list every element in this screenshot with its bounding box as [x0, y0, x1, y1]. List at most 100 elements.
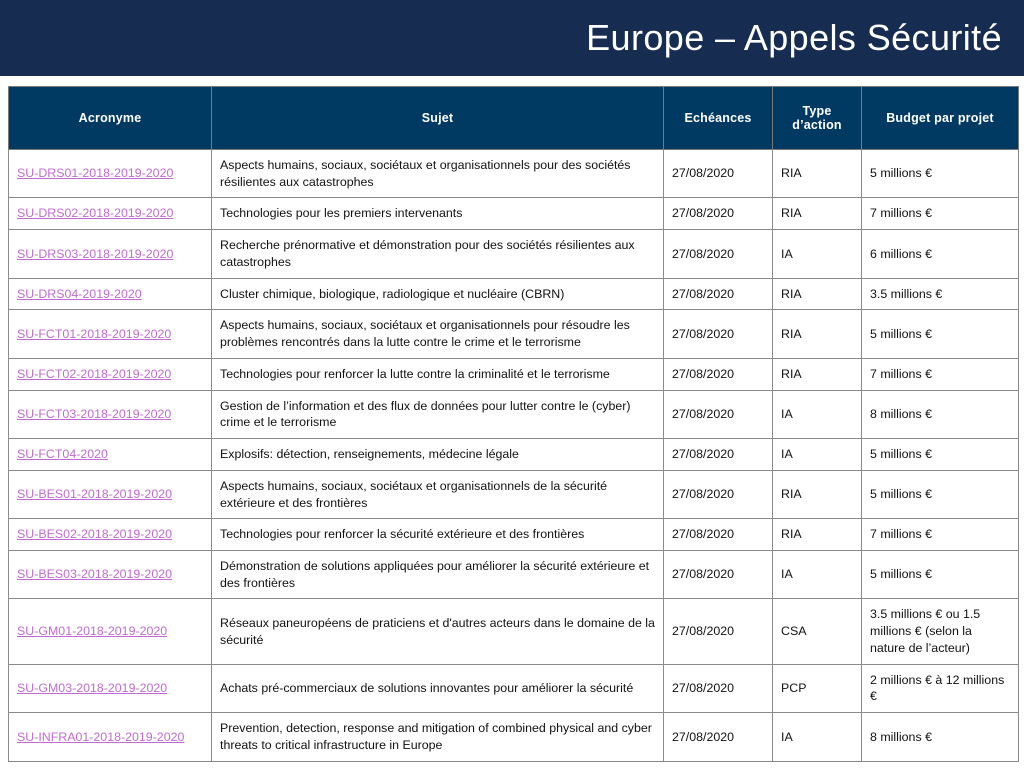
cell-deadline: 27/08/2020 [663, 438, 773, 471]
acronym-link[interactable]: SU-DRS02-2018-2019-2020 [17, 206, 174, 221]
acronym-link[interactable]: SU-GM03-2018-2019-2020 [17, 681, 168, 696]
calls-table: Acronyme Sujet Echéances Type d’action B… [8, 86, 1019, 762]
table-row: SU-BES01-2018-2019-2020 Aspects humains, … [8, 469, 1019, 520]
slide-title-banner: Europe – Appels Sécurité [0, 0, 1024, 76]
cell-budget: 2 millions € à 12 millions € [861, 663, 1019, 714]
cell-budget: 3.5 millions € ou 1.5 millions € (selon … [861, 598, 1019, 665]
cell-action-type: RIA [772, 148, 862, 199]
cell-acronym: SU-BES01-2018-2019-2020 [8, 469, 212, 520]
cell-subject: Recherche prénormative et démonstration … [211, 229, 664, 279]
cell-subject: Technologies pour les premiers intervena… [211, 197, 664, 231]
cell-acronym: SU-FCT04-2020 [8, 438, 212, 471]
acronym-link[interactable]: SU-BES03-2018-2019-2020 [17, 567, 172, 582]
acronym-link[interactable]: SU-FCT02-2018-2019-2020 [17, 366, 172, 381]
cell-deadline: 27/08/2020 [663, 598, 773, 665]
cell-deadline: 27/08/2020 [663, 148, 773, 199]
table-row: SU-BES02-2018-2019-2020 Technologies pour… [8, 518, 1019, 552]
cell-deadline: 27/08/2020 [663, 518, 773, 552]
cell-budget: 7 millions € [861, 357, 1019, 391]
page-title: Europe – Appels Sécurité [586, 17, 1002, 58]
cell-subject: Technologies pour renforcer la lutte con… [211, 357, 664, 391]
cell-subject: Réseaux paneuropéens de praticiens et d'… [211, 598, 664, 665]
cell-budget: 3.5 millions € [861, 277, 1019, 311]
cell-action-type: RIA [772, 277, 862, 311]
acronym-link[interactable]: SU-GM01-2018-2019-2020 [17, 624, 168, 639]
table-row: SU-GM03-2018-2019-2020 Achats pré-commerc… [8, 663, 1019, 714]
acronym-link[interactable]: SU-BES02-2018-2019-2020 [17, 527, 172, 542]
cell-budget: 8 millions € [861, 712, 1019, 762]
acronym-link[interactable]: SU-DRS04-2019-2020 [17, 286, 142, 301]
acronym-link[interactable]: SU-BES01-2018-2019-2020 [17, 487, 172, 502]
cell-budget: 6 millions € [861, 229, 1019, 279]
cell-subject: Aspects humains, sociaux, sociétaux et o… [211, 309, 664, 359]
column-header-budget: Budget par projet [861, 86, 1019, 150]
table-row: SU-INFRA01-2018-2019-2020 Prevention, det… [8, 712, 1019, 762]
acronym-link[interactable]: SU-DRS03-2018-2019-2020 [17, 246, 174, 261]
cell-deadline: 27/08/2020 [663, 229, 773, 279]
column-header-type-action: Type d’action [772, 86, 862, 150]
cell-action-type: RIA [772, 469, 862, 520]
cell-action-type: IA [772, 229, 862, 279]
cell-action-type: IA [772, 389, 862, 440]
cell-acronym: SU-FCT03-2018-2019-2020 [8, 389, 212, 440]
column-header-echeances: Echéances [663, 86, 773, 150]
cell-action-type: CSA [772, 598, 862, 665]
cell-budget: 5 millions € [861, 148, 1019, 199]
column-header-acronyme: Acronyme [8, 86, 212, 150]
acronym-link[interactable]: SU-FCT03-2018-2019-2020 [17, 406, 172, 421]
calls-table-container: Acronyme Sujet Echéances Type d’action B… [8, 86, 1019, 762]
cell-action-type: RIA [772, 309, 862, 359]
cell-deadline: 27/08/2020 [663, 197, 773, 231]
cell-acronym: SU-FCT02-2018-2019-2020 [8, 357, 212, 391]
table-header: Acronyme Sujet Echéances Type d’action B… [8, 86, 1019, 150]
cell-subject: Cluster chimique, biologique, radiologiq… [211, 277, 664, 311]
cell-acronym: SU-GM03-2018-2019-2020 [8, 663, 212, 714]
table-row: SU-DRS02-2018-2019-2020 Technologies pour… [8, 197, 1019, 231]
table-row: SU-FCT02-2018-2019-2020 Technologies pour… [8, 357, 1019, 391]
cell-acronym: SU-DRS01-2018-2019-2020 [8, 148, 212, 199]
acronym-link[interactable]: SU-INFRA01-2018-2019-2020 [17, 729, 185, 744]
cell-budget: 5 millions € [861, 309, 1019, 359]
table-row: SU-DRS03-2018-2019-2020 Recherche prénorm… [8, 229, 1019, 279]
cell-budget: 7 millions € [861, 518, 1019, 552]
cell-deadline: 27/08/2020 [663, 712, 773, 762]
table-row: SU-DRS01-2018-2019-2020 Aspects humains, … [8, 148, 1019, 199]
cell-deadline: 27/08/2020 [663, 357, 773, 391]
cell-budget: 8 millions € [861, 389, 1019, 440]
acronym-link[interactable]: SU-DRS01-2018-2019-2020 [17, 166, 174, 181]
table-row: SU-FCT04-2020 Explosifs: détection, rense… [8, 438, 1019, 471]
cell-subject: Démonstration de solutions appliquées po… [211, 550, 664, 600]
table-row: SU-FCT01-2018-2019-2020 Aspects humains, … [8, 309, 1019, 359]
cell-deadline: 27/08/2020 [663, 389, 773, 440]
cell-action-type: RIA [772, 357, 862, 391]
cell-budget: 7 millions € [861, 197, 1019, 231]
cell-subject: Aspects humains, sociaux, sociétaux et o… [211, 148, 664, 199]
cell-budget: 5 millions € [861, 550, 1019, 600]
column-header-type-action-line2: d’action [792, 118, 842, 132]
cell-deadline: 27/08/2020 [663, 277, 773, 311]
column-header-type-action-line1: Type [802, 103, 832, 118]
cell-action-type: PCP [772, 663, 862, 714]
acronym-link[interactable]: SU-FCT01-2018-2019-2020 [17, 326, 172, 341]
table-header-row: Acronyme Sujet Echéances Type d’action B… [8, 86, 1019, 150]
cell-action-type: RIA [772, 197, 862, 231]
cell-deadline: 27/08/2020 [663, 663, 773, 714]
cell-acronym: SU-DRS02-2018-2019-2020 [8, 197, 212, 231]
cell-subject: Technologies pour renforcer la sécurité … [211, 518, 664, 552]
table-row: SU-FCT03-2018-2019-2020 Gestion de l’info… [8, 389, 1019, 440]
acronym-link[interactable]: SU-FCT04-2020 [17, 447, 108, 462]
cell-acronym: SU-INFRA01-2018-2019-2020 [8, 712, 212, 762]
table-body: SU-DRS01-2018-2019-2020 Aspects humains, … [8, 148, 1019, 762]
column-header-sujet: Sujet [211, 86, 664, 150]
cell-subject: Explosifs: détection, renseignements, mé… [211, 438, 664, 471]
cell-action-type: IA [772, 438, 862, 471]
cell-budget: 5 millions € [861, 469, 1019, 520]
cell-deadline: 27/08/2020 [663, 469, 773, 520]
cell-deadline: 27/08/2020 [663, 309, 773, 359]
cell-acronym: SU-GM01-2018-2019-2020 [8, 598, 212, 665]
table-row: SU-DRS04-2019-2020 Cluster chimique, biol… [8, 277, 1019, 311]
cell-deadline: 27/08/2020 [663, 550, 773, 600]
table-row: SU-GM01-2018-2019-2020 Réseaux paneuropée… [8, 598, 1019, 665]
cell-acronym: SU-DRS03-2018-2019-2020 [8, 229, 212, 279]
cell-acronym: SU-FCT01-2018-2019-2020 [8, 309, 212, 359]
